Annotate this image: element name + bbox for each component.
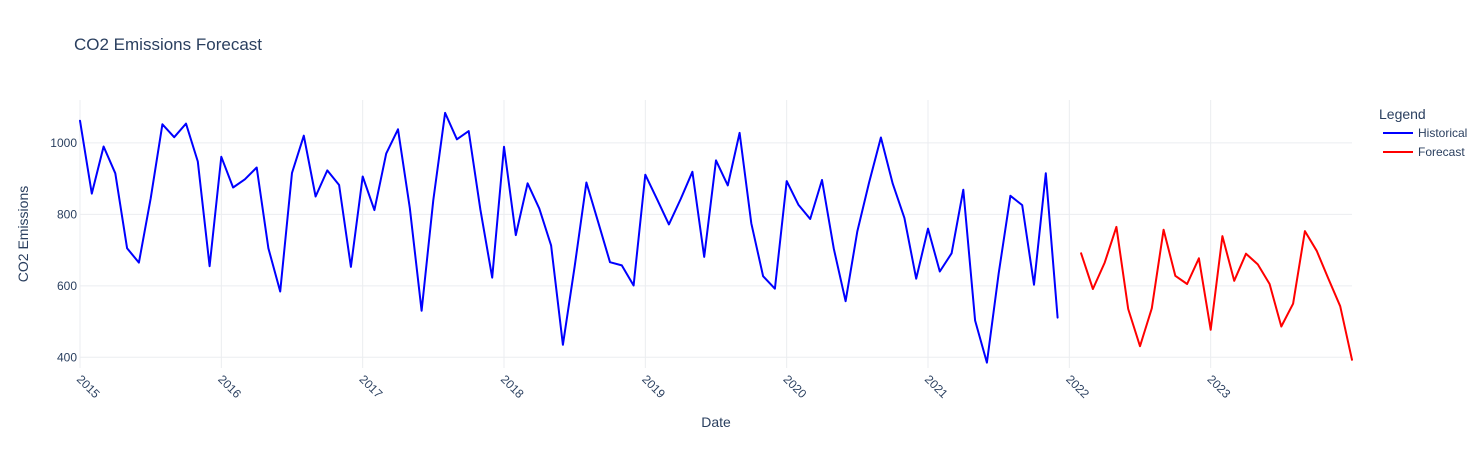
- x-tick-label: 2017: [357, 372, 386, 401]
- x-tick-label: 2022: [1063, 372, 1092, 401]
- x-axis-ticks: 2015 2016 2017 2018 2019 2020 2021 2022 2023: [74, 372, 1234, 401]
- x-tick-label: 2018: [498, 372, 527, 401]
- series-layer: [79, 111, 1353, 364]
- series-line-historical: [79, 111, 1059, 364]
- x-tick-label: 2016: [215, 372, 244, 401]
- series-line-forecast: [1080, 225, 1353, 361]
- grid: [79, 100, 1352, 368]
- x-axis-title: Date: [701, 414, 731, 430]
- y-axis-ticks: 400 600 800 1000: [50, 136, 77, 364]
- legend-label-forecast[interactable]: Forecast: [1418, 145, 1465, 159]
- y-tick-label: 600: [57, 279, 77, 293]
- x-tick-label: 2019: [639, 372, 668, 401]
- x-tick-label: 2020: [781, 372, 810, 401]
- y-axis-title: CO2 Emissions: [15, 186, 31, 282]
- x-tick-label: 2023: [1205, 372, 1234, 401]
- x-tick-label: 2015: [74, 372, 103, 401]
- legend: Legend Historical Forecast: [1379, 106, 1467, 159]
- x-tick-label: 2021: [922, 372, 951, 401]
- chart-title: CO2 Emissions Forecast: [74, 35, 262, 54]
- legend-title: Legend: [1379, 106, 1426, 122]
- y-tick-label: 1000: [50, 136, 77, 150]
- y-tick-label: 800: [57, 207, 77, 221]
- legend-label-historical[interactable]: Historical: [1418, 126, 1467, 140]
- y-tick-label: 400: [57, 350, 77, 364]
